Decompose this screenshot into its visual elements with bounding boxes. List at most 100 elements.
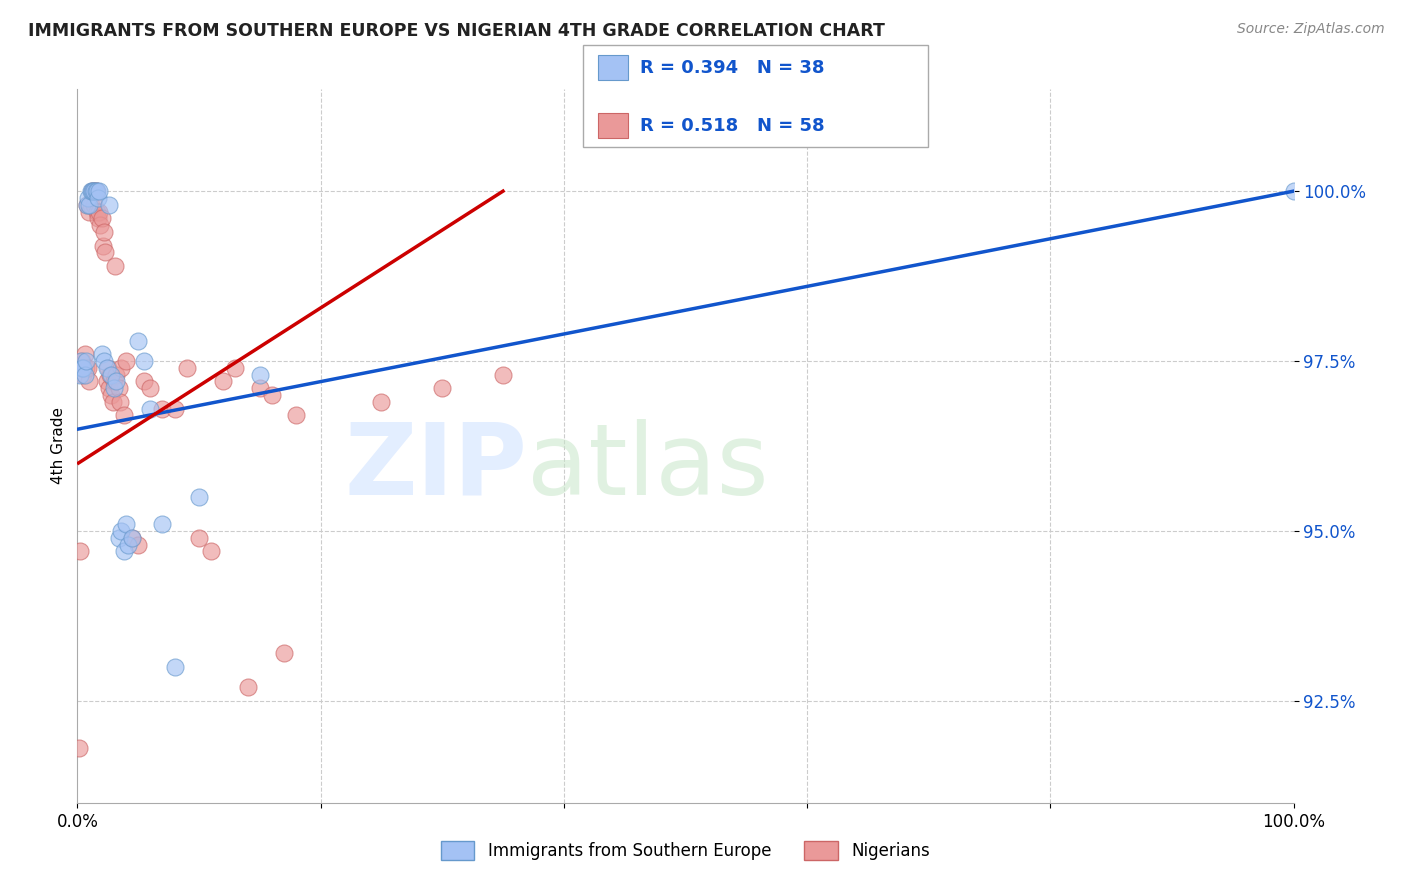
Point (121, 531, 143, 545)
Point (163, 401, 186, 416)
Point (76, 198, 98, 212)
Point (84, 184, 107, 198)
Text: Source: ZipAtlas.com: Source: ZipAtlas.com (1237, 22, 1385, 37)
Point (121, 531, 143, 545)
Y-axis label: 4th Grade: 4th Grade (51, 408, 66, 484)
Point (69, 368, 91, 382)
Point (79, 375, 101, 389)
Point (89, 204, 111, 219)
Point (115, 354, 138, 368)
Point (94, 245, 117, 260)
Point (236, 680, 259, 694)
Point (82, 184, 104, 198)
Point (72, 368, 94, 382)
Point (73, 368, 96, 382)
Point (86, 204, 108, 219)
Point (75, 354, 97, 368)
Point (67, 741, 90, 756)
Point (176, 360, 198, 375)
Point (73, 347, 96, 361)
Point (75, 360, 97, 375)
Point (107, 381, 129, 395)
Point (96, 360, 118, 375)
Point (134, 375, 156, 389)
Point (90, 347, 112, 361)
Point (285, 409, 308, 423)
Point (80, 184, 103, 198)
Point (80, 184, 103, 198)
Point (200, 544, 222, 558)
Point (127, 537, 149, 551)
Point (249, 368, 271, 382)
Point (163, 660, 186, 674)
Point (1282, 184, 1305, 198)
Point (110, 524, 132, 538)
Point (83, 198, 105, 212)
Point (103, 375, 125, 389)
Point (224, 360, 246, 375)
Point (370, 394, 392, 409)
Point (117, 537, 139, 551)
Point (103, 381, 125, 395)
Point (79, 204, 101, 219)
Point (93, 225, 115, 239)
Point (249, 381, 271, 395)
Point (84, 184, 107, 198)
Point (76, 198, 98, 212)
Point (107, 531, 129, 545)
Point (98, 368, 121, 382)
Point (152, 401, 174, 416)
Point (70, 354, 93, 368)
Text: ZIP: ZIP (344, 419, 527, 516)
Text: R = 0.394   N = 38: R = 0.394 N = 38 (640, 59, 824, 77)
Point (492, 368, 515, 382)
Point (134, 354, 156, 368)
Point (112, 409, 135, 423)
Point (82, 184, 104, 198)
Point (97, 198, 120, 212)
Point (84, 184, 107, 198)
Point (188, 531, 211, 545)
Point (80, 184, 103, 198)
Point (83, 184, 105, 198)
Point (260, 388, 283, 402)
Point (105, 375, 128, 389)
Point (72, 360, 94, 375)
Point (100, 368, 122, 382)
Point (69, 544, 91, 558)
Point (93, 354, 115, 368)
Point (97, 381, 120, 395)
Point (96, 375, 118, 389)
Point (188, 490, 211, 504)
Point (97, 360, 120, 375)
Text: atlas: atlas (527, 419, 769, 516)
Point (430, 381, 453, 395)
Point (104, 259, 127, 273)
Legend: Immigrants from Southern Europe, Nigerians: Immigrants from Southern Europe, Nigeria… (434, 834, 936, 867)
Point (212, 375, 235, 389)
Point (108, 394, 131, 409)
Point (110, 360, 132, 375)
Point (87, 211, 110, 226)
Point (77, 360, 100, 375)
Point (77, 191, 100, 205)
Point (90, 211, 112, 226)
Point (152, 517, 174, 532)
Point (101, 394, 124, 409)
Point (70, 360, 93, 375)
Point (89, 184, 111, 198)
Point (139, 381, 162, 395)
Point (91, 238, 114, 252)
Point (100, 388, 122, 402)
Point (79, 198, 101, 212)
Point (139, 401, 162, 416)
Text: IMMIGRANTS FROM SOUTHERN EUROPE VS NIGERIAN 4TH GRADE CORRELATION CHART: IMMIGRANTS FROM SOUTHERN EUROPE VS NIGER… (28, 22, 884, 40)
Point (70, 360, 93, 375)
Point (86, 184, 108, 198)
Text: R = 0.518   N = 58: R = 0.518 N = 58 (640, 117, 824, 135)
Point (80, 198, 103, 212)
Point (70, 354, 93, 368)
Point (112, 544, 135, 558)
Point (127, 334, 149, 348)
Point (89, 218, 111, 232)
